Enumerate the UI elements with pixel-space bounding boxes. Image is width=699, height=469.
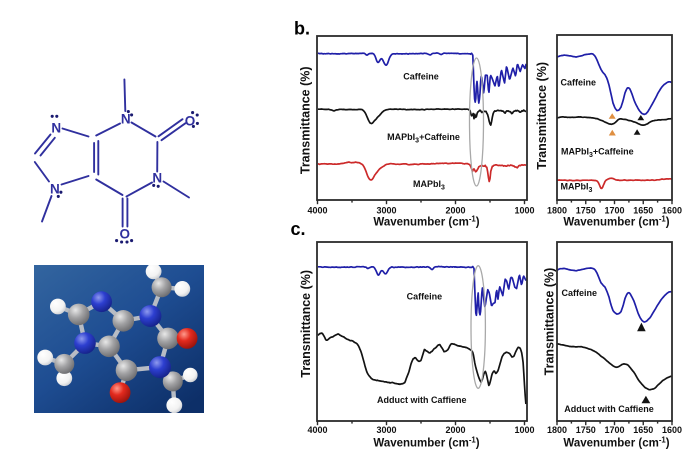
svg-text:c.: c. [291, 219, 306, 239]
svg-text:Transmittance (%): Transmittance (%) [543, 268, 557, 376]
svg-text:1750: 1750 [576, 206, 596, 216]
svg-text:1600: 1600 [662, 206, 682, 216]
svg-text:N: N [121, 111, 131, 126]
svg-text:1700: 1700 [604, 206, 624, 216]
svg-text:1700: 1700 [604, 425, 624, 435]
svg-text:N: N [50, 181, 60, 196]
svg-text:O: O [185, 113, 196, 128]
svg-text:Caffeine: Caffeine [561, 78, 597, 88]
svg-text:4000: 4000 [307, 206, 327, 216]
svg-text:2000: 2000 [445, 425, 465, 435]
svg-text:MAPbI3+Caffeine: MAPbI3+Caffeine [387, 132, 460, 145]
svg-text:3000: 3000 [376, 425, 396, 435]
svg-text:1600: 1600 [662, 425, 682, 435]
svg-text:Wavenumber (cm-1): Wavenumber (cm-1) [563, 214, 669, 228]
svg-text:2000: 2000 [445, 206, 465, 216]
svg-text:N: N [51, 121, 61, 136]
svg-text:MAPbI3: MAPbI3 [413, 179, 445, 192]
svg-text:1800: 1800 [547, 206, 567, 216]
svg-text:1800: 1800 [547, 425, 567, 435]
svg-text:N: N [152, 171, 162, 186]
svg-text:Caffeine: Caffeine [407, 292, 443, 302]
svg-text:1650: 1650 [633, 425, 653, 435]
svg-text:Transmittance (%): Transmittance (%) [299, 270, 313, 378]
svg-text:Caffeine: Caffeine [403, 72, 439, 82]
svg-text:Wavenumber (cm-1): Wavenumber (cm-1) [373, 435, 479, 449]
svg-text:Adduct with Caffiene: Adduct with Caffiene [377, 395, 467, 405]
svg-text:MAPbI3: MAPbI3 [561, 182, 593, 195]
svg-text:Wavenumber (cm-1): Wavenumber (cm-1) [563, 435, 669, 449]
svg-text:b.: b. [294, 19, 310, 39]
svg-text:1000: 1000 [514, 206, 534, 216]
svg-text:1750: 1750 [576, 425, 596, 435]
svg-text:3000: 3000 [376, 206, 396, 216]
svg-text:Adduct with Caffiene: Adduct with Caffiene [564, 404, 654, 414]
svg-text:Transmittance (%): Transmittance (%) [535, 62, 549, 170]
svg-text:1000: 1000 [514, 425, 534, 435]
svg-text:1650: 1650 [633, 206, 653, 216]
svg-text:4000: 4000 [307, 425, 327, 435]
svg-text:O: O [120, 226, 131, 241]
svg-text:Wavenumber (cm-1): Wavenumber (cm-1) [373, 214, 479, 228]
svg-text:Caffeine: Caffeine [562, 288, 598, 298]
svg-text:Transmittance (%): Transmittance (%) [299, 66, 313, 174]
svg-text:MAPbI3+Caffeine: MAPbI3+Caffeine [561, 147, 634, 160]
